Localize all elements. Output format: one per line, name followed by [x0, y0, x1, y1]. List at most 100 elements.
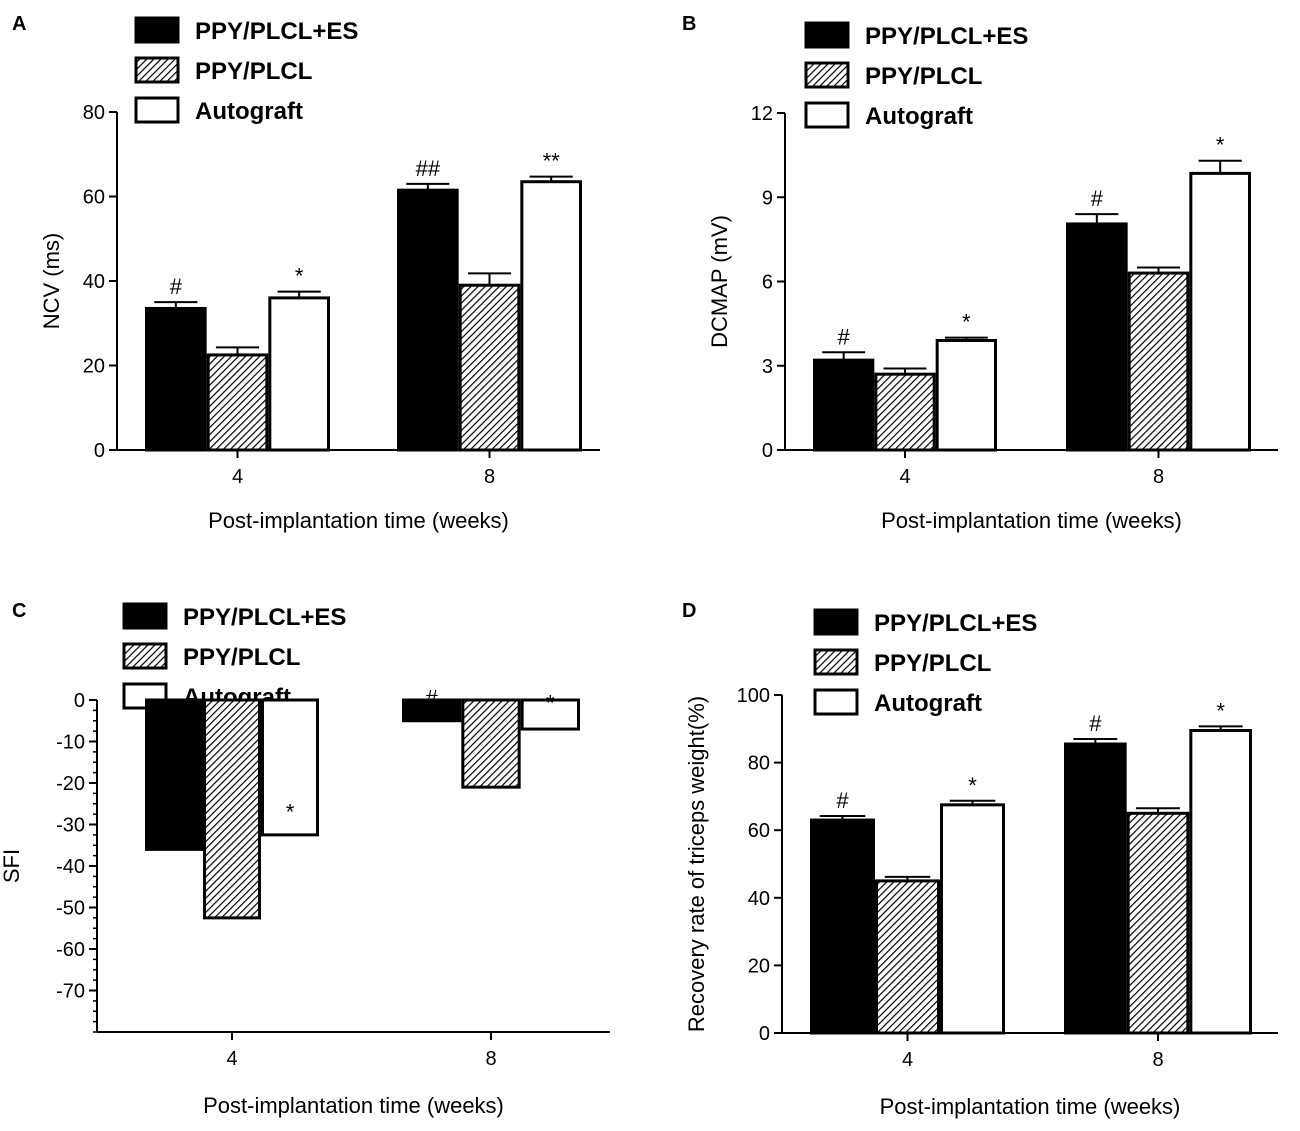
- y-tick-label: 40: [748, 888, 770, 910]
- legend-swatch-hatched: [134, 56, 180, 84]
- significance-mark: **: [543, 149, 561, 174]
- y-tick-label: -20: [56, 773, 85, 795]
- panel-b: B PPY/PLCL+ES PPY/PLCL Autograft 0 3 6 9 12 4 8 # * #…: [682, 13, 1278, 533]
- significance-mark: *: [295, 264, 304, 289]
- legend-swatch-open: [813, 688, 859, 716]
- bar: [145, 698, 203, 851]
- y-axis-label: SFI: [0, 849, 24, 883]
- y-tick-label: 0: [759, 1023, 770, 1045]
- bar: [1064, 742, 1127, 1035]
- legend-swatch-hatched: [804, 61, 850, 89]
- significance-mark: *: [1216, 133, 1225, 158]
- x-tick-label: 4: [899, 466, 910, 488]
- x-tick-label: 8: [484, 466, 495, 488]
- legend-swatch-solid: [122, 602, 168, 630]
- bar: [206, 353, 269, 452]
- legend: PPY/PLCL+ES PPY/PLCL Autograft: [804, 21, 1028, 130]
- significance-mark: #: [1089, 711, 1102, 736]
- y-tick-label: 9: [762, 187, 773, 209]
- bar: [268, 296, 331, 452]
- legend-label: PPY/PLCL: [183, 644, 300, 671]
- significance-mark: *: [1216, 698, 1225, 723]
- x-tick-label: 8: [1153, 466, 1164, 488]
- y-tick-label: -50: [56, 898, 85, 920]
- panel-letter: A: [12, 13, 26, 35]
- x-tick-label: 4: [226, 1048, 237, 1070]
- axes: 0 20 40 60 80 100 4 8: [737, 685, 1278, 1071]
- significance-mark: #: [426, 685, 439, 710]
- significance-mark: *: [286, 799, 295, 824]
- legend-swatch-solid: [813, 608, 859, 636]
- x-tick-label: 8: [1152, 1049, 1163, 1071]
- y-tick-label: -30: [56, 815, 85, 837]
- bar: [813, 358, 875, 452]
- legend-swatch-open: [804, 101, 850, 129]
- bar: [402, 698, 462, 723]
- significance-mark: #: [838, 324, 851, 349]
- bar: [203, 698, 261, 920]
- y-tick-label: -10: [56, 732, 85, 754]
- panel-d: D PPY/PLCL+ES PPY/PLCL Autograft 0 20 40 60 80 10…: [682, 600, 1278, 1119]
- axes: -70 -60 -50 -40 -30 -20 -10 0 4 8: [56, 690, 610, 1070]
- y-axis-label: Recovery rate of triceps weight(%): [684, 696, 709, 1032]
- bar: [1127, 271, 1190, 452]
- significance-mark: *: [546, 691, 555, 716]
- legend-swatch-hatched: [813, 648, 859, 676]
- panel-letter: C: [12, 600, 26, 622]
- x-tick-label: 4: [902, 1049, 913, 1071]
- bar: [874, 372, 936, 452]
- x-axis-label: Post-implantation time (weeks): [208, 508, 509, 533]
- legend-label: PPY/PLCL+ES: [874, 610, 1037, 637]
- bar: [940, 803, 1005, 1035]
- y-tick-label: 20: [748, 955, 770, 977]
- legend-swatch-solid: [134, 16, 180, 44]
- y-axis-label: DCMAP (mV): [707, 215, 732, 348]
- legend-swatch-open: [134, 96, 180, 124]
- legend-label: Autograft: [865, 103, 973, 130]
- y-tick-label: 80: [83, 102, 105, 124]
- y-tick-label: 0: [762, 440, 773, 462]
- significance-mark: *: [962, 310, 971, 335]
- significance-mark: ##: [416, 156, 441, 181]
- legend-swatch-solid: [804, 21, 850, 49]
- bar: [1066, 222, 1128, 452]
- y-tick-label: -70: [56, 981, 85, 1003]
- bar: [145, 306, 207, 452]
- legend-label: PPY/PLCL+ES: [183, 604, 346, 631]
- x-axis-label: Post-implantation time (weeks): [880, 1094, 1181, 1119]
- y-tick-label: 0: [94, 440, 105, 462]
- bar: [1126, 811, 1190, 1035]
- significance-mark: #: [1091, 186, 1104, 211]
- y-tick-label: 100: [737, 685, 770, 707]
- legend-label: PPY/PLCL: [865, 63, 982, 90]
- panel-c: C PPY/PLCL+ESPPY/PLCLAutograft-70-60-50-4…: [0, 600, 610, 1118]
- legend-label: PPY/PLCL+ES: [865, 23, 1028, 50]
- bar: [520, 698, 581, 731]
- legend-label: Autograft: [195, 98, 303, 125]
- y-tick-label: 0: [74, 690, 85, 712]
- bar: [1189, 171, 1252, 452]
- panel-letter: B: [682, 13, 696, 35]
- bar: [261, 698, 319, 837]
- x-axis-label: Post-implantation time (weeks): [881, 508, 1182, 533]
- y-tick-label: 60: [748, 820, 770, 842]
- y-tick-label: 80: [748, 753, 770, 775]
- y-tick-label: -40: [56, 856, 85, 878]
- y-tick-label: 20: [83, 356, 105, 378]
- bar: [1189, 728, 1253, 1035]
- legend-label: PPY/PLCL+ES: [195, 18, 358, 45]
- y-tick-label: 12: [751, 103, 773, 125]
- legend-swatch-hatched: [122, 642, 168, 670]
- legend-label: Autograft: [874, 690, 982, 717]
- significance-mark: #: [170, 274, 183, 299]
- y-tick-label: 6: [762, 272, 773, 294]
- significance-mark: #: [836, 788, 849, 813]
- bar: [875, 879, 940, 1035]
- bar: [461, 698, 521, 789]
- bar: [520, 180, 582, 452]
- y-tick-label: 60: [83, 187, 105, 209]
- legend-label: PPY/PLCL: [874, 650, 991, 677]
